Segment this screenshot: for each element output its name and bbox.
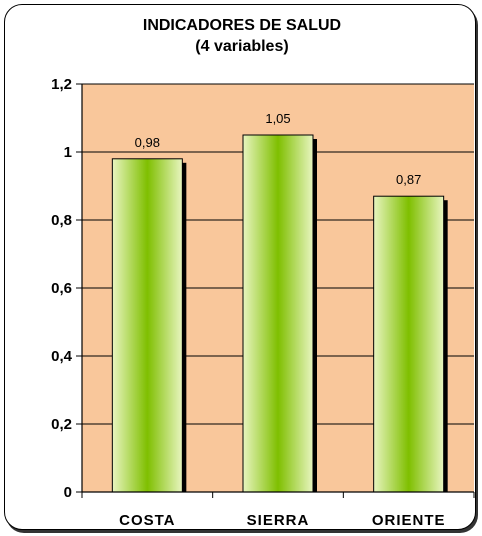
data-label: 1,05 bbox=[265, 111, 290, 126]
bar-costa bbox=[111, 158, 183, 493]
bar-sierra bbox=[242, 134, 314, 493]
y-tick-label: 0 bbox=[64, 484, 72, 501]
chart-subtitle: (4 variables) bbox=[195, 38, 288, 55]
x-tick-label: SIERRA bbox=[247, 512, 310, 529]
y-tick-label: 0,2 bbox=[51, 416, 72, 433]
y-tick-label: 0,4 bbox=[51, 348, 73, 365]
chart-title: INDICADORES DE SALUD bbox=[143, 17, 341, 34]
x-tick-label: ORIENTE bbox=[372, 512, 446, 529]
y-axis: 0 0,2 0,4 0,6 0,8 1 1,2 bbox=[51, 76, 83, 501]
bar-oriente bbox=[373, 195, 445, 493]
data-label: 0,87 bbox=[396, 172, 421, 187]
data-label: 0,98 bbox=[135, 135, 160, 150]
y-tick-label: 0,6 bbox=[51, 280, 72, 297]
x-axis: COSTA SIERRA ORIENTE bbox=[81, 491, 475, 529]
bars: 0,98 1,05 0,87 bbox=[111, 111, 448, 493]
y-tick-label: 0,8 bbox=[51, 212, 72, 229]
x-tick-label: COSTA bbox=[119, 512, 175, 529]
y-tick-label: 1 bbox=[64, 144, 72, 161]
y-tick-label: 1,2 bbox=[51, 76, 72, 93]
